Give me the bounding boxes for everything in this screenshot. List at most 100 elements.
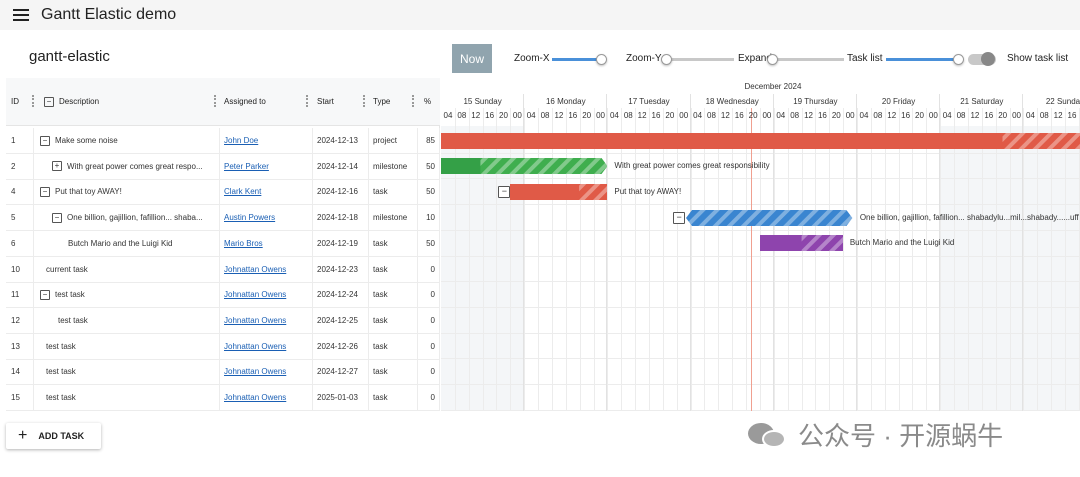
hour-divider xyxy=(926,108,928,411)
collapse-icon[interactable]: − xyxy=(40,186,50,197)
assignee-link[interactable]: Johnattan Owens xyxy=(224,290,287,300)
task-id: 15 xyxy=(6,385,34,410)
task-bar[interactable] xyxy=(759,235,843,252)
collapse-all-icon[interactable]: − xyxy=(44,96,54,107)
task-id: 13 xyxy=(6,333,34,359)
hamburger-menu-icon[interactable] xyxy=(13,9,29,21)
task-start: 2024-12-23 xyxy=(313,256,369,282)
hour-label: 20 xyxy=(499,111,508,120)
task-row[interactable]: 10 current task Johnattan Owens 2024-12-23 t… xyxy=(6,256,440,283)
gantt-chart[interactable]: December 2024 15 Sunday 04 08 12 16 20 00 16 Mo… xyxy=(441,78,1080,411)
assignee-link[interactable]: Johnattan Owens xyxy=(224,264,287,274)
zoom-y-slider[interactable] xyxy=(660,54,734,65)
hour-label: 08 xyxy=(457,111,467,120)
task-bar[interactable] xyxy=(441,132,1080,149)
hour-divider xyxy=(1023,108,1025,411)
task-description-cell[interactable]: − Put that toy AWAY! xyxy=(34,179,220,205)
expand-icon[interactable]: + xyxy=(52,161,62,172)
day-divider xyxy=(1022,94,1024,411)
task-row[interactable]: 5− One billion, gajillion, fafillion... s… xyxy=(6,205,440,232)
hour-divider xyxy=(454,108,456,411)
column-resize-handle[interactable] xyxy=(214,95,216,107)
column-header-type[interactable]: Type xyxy=(369,78,418,126)
task-row[interactable]: 13 test task Johnattan Owens 2024-12-26 task… xyxy=(6,333,440,360)
hour-divider xyxy=(704,108,706,411)
task-bar[interactable] xyxy=(510,183,608,200)
task-description-cell[interactable]: − One billion, gajillion, fafillion... sh… xyxy=(34,205,220,231)
hour-divider xyxy=(995,108,997,411)
task-description-cell[interactable]: − test task xyxy=(34,282,220,308)
task-description-cell[interactable]: − Make some noise xyxy=(34,128,220,153)
now-button[interactable]: Now xyxy=(452,44,492,73)
day-divider xyxy=(523,94,525,411)
task-row[interactable]: 1− Make some noise John Doe 2024-12-13 proje… xyxy=(6,128,440,154)
hour-label: 04 xyxy=(526,111,536,120)
collapse-icon[interactable]: − xyxy=(673,211,686,224)
assignee-link[interactable]: Johnattan Owens xyxy=(224,393,287,402)
task-row[interactable]: 11− test task Johnattan Owens 2024-12-24 tas… xyxy=(6,282,440,309)
watermark-text: 公众号 · 开源蜗牛 xyxy=(798,421,1004,451)
assignee-link[interactable]: Johnattan Owens xyxy=(224,341,287,351)
task-bar-label: Butch Mario and the Luigi Kid xyxy=(849,238,955,248)
task-percent: 50 xyxy=(418,230,440,256)
task-row[interactable]: 2 + With great power comes great respo... P… xyxy=(6,153,440,180)
task-bar[interactable] xyxy=(441,158,608,175)
assignee-link[interactable]: Johnattan Owens xyxy=(224,315,287,325)
column-header-id[interactable]: ID xyxy=(6,78,34,126)
task-description-cell[interactable]: test task xyxy=(34,385,220,410)
day-label: 17 Tuesday xyxy=(628,97,670,106)
task-id: 1 xyxy=(6,128,34,153)
column-header-assigned[interactable]: Assigned to xyxy=(220,78,313,126)
plus-icon: + xyxy=(18,427,28,444)
task-bar[interactable] xyxy=(686,209,853,226)
collapse-icon[interactable]: − xyxy=(498,185,511,198)
expand-slider[interactable] xyxy=(766,54,844,65)
assignee-link[interactable]: Mario Bros xyxy=(224,238,263,248)
task-description-cell[interactable]: test task xyxy=(34,307,220,333)
task-description: test task xyxy=(46,341,76,351)
column-resize-handle[interactable] xyxy=(363,95,365,107)
hour-divider xyxy=(967,108,969,411)
column-resize-handle[interactable] xyxy=(306,95,308,107)
task-type: milestone xyxy=(369,205,418,231)
task-row[interactable]: 12 test task Johnattan Owens 2024-12-25 task… xyxy=(6,307,440,334)
assignee-link[interactable]: Peter Parker xyxy=(224,161,269,171)
task-list-width-slider[interactable] xyxy=(886,54,964,65)
zoom-x-slider[interactable] xyxy=(552,54,607,65)
task-description-cell[interactable]: test task xyxy=(34,333,220,359)
hour-label: 12 xyxy=(637,111,647,120)
assignee-link[interactable]: Austin Powers xyxy=(224,213,276,223)
column-header-percent[interactable]: % xyxy=(418,78,440,126)
add-task-button[interactable]: + ADD TASK xyxy=(6,423,101,449)
hour-label: 08 xyxy=(623,111,633,120)
assignee-link[interactable]: Clark Kent xyxy=(224,187,262,197)
column-header-start-label: Start xyxy=(317,97,334,106)
collapse-icon[interactable]: − xyxy=(40,289,50,300)
task-type: task xyxy=(369,385,418,410)
column-header-start[interactable]: Start xyxy=(313,78,369,126)
task-row[interactable]: 14 test task Johnattan Owens 2024-12-27 task… xyxy=(6,359,440,386)
hour-label: 04 xyxy=(776,111,786,120)
column-header-description[interactable]: − Description xyxy=(34,78,220,126)
task-percent: 0 xyxy=(418,307,440,333)
task-percent: 0 xyxy=(418,359,440,385)
task-row[interactable]: 4− Put that toy AWAY! Clark Kent 2024-12-16… xyxy=(6,179,440,206)
assignee-link[interactable]: John Doe xyxy=(224,136,259,145)
task-description-cell[interactable]: test task xyxy=(34,359,220,385)
collapse-icon[interactable]: − xyxy=(52,212,62,223)
task-description-cell[interactable]: current task xyxy=(34,256,220,282)
column-resize-handle[interactable] xyxy=(32,95,34,107)
collapse-icon[interactable]: − xyxy=(40,135,50,146)
show-task-list-toggle[interactable] xyxy=(968,52,996,66)
column-resize-handle[interactable] xyxy=(412,95,414,107)
assignee-link[interactable]: Johnattan Owens xyxy=(224,367,287,377)
task-description-cell[interactable]: + With great power comes great respo... xyxy=(34,153,220,179)
day-label: 18 Wednesday xyxy=(705,97,759,106)
task-row[interactable]: 6 Butch Mario and the Luigi Kid Mario Bros… xyxy=(6,230,440,257)
task-row[interactable]: 15 test task Johnattan Owens 2025-01-03 task… xyxy=(6,385,440,411)
hour-label: 20 xyxy=(748,111,758,120)
task-description-cell[interactable]: Butch Mario and the Luigi Kid xyxy=(34,230,220,256)
hour-label: 16 xyxy=(485,111,495,120)
hour-divider xyxy=(551,108,553,411)
hour-divider xyxy=(843,108,845,411)
